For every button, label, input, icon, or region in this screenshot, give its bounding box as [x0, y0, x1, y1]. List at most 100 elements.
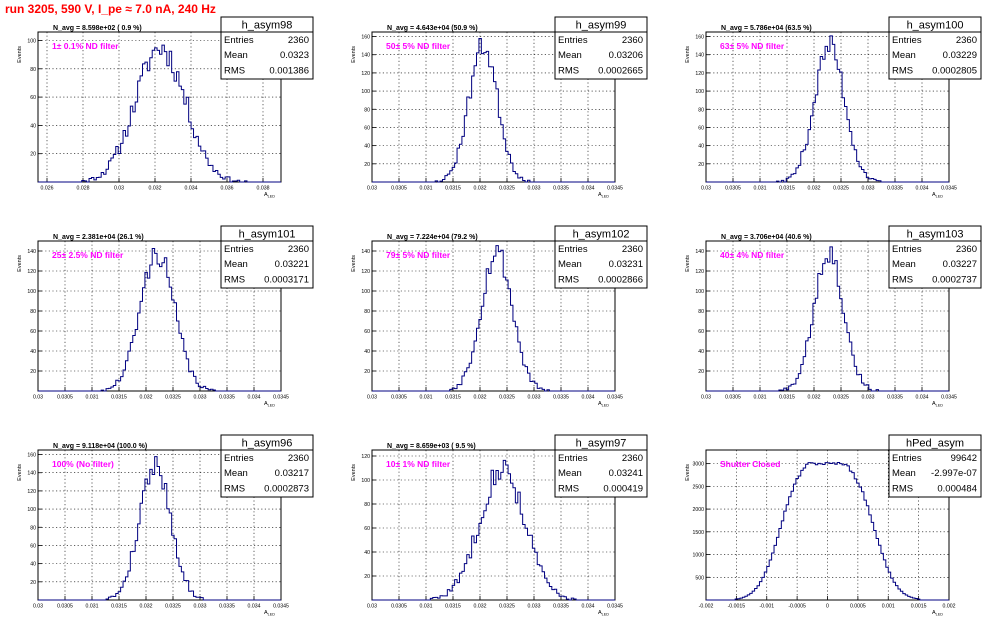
stats-rms-label: RMS: [558, 274, 579, 285]
stats-entries-value: 2360: [622, 453, 643, 464]
navg-label: N_avg = 7.224e+04 (79.2 %): [387, 234, 478, 241]
histogram-panel-h_asym98: 0.026 0.028 0.03 0.032 0.034 0.036 0.038 20 40 60…: [17, 16, 314, 198]
y-tick-label: 60: [698, 329, 704, 335]
x-tick-label: 0.03: [367, 186, 377, 192]
x-tick-label: 0.033: [862, 395, 875, 401]
stats-mean-value: 0.03241: [609, 468, 643, 479]
stats-entries-label: Entries: [892, 244, 922, 255]
x-tick-label: 0.0315: [779, 186, 795, 192]
x-tick-label: -0.001: [759, 604, 774, 610]
x-tick-label: 0.033: [194, 604, 207, 610]
stats-box: h_asym99 Entries 2360 Mean 0.03206 RMS 0.00026…: [554, 16, 648, 80]
x-tick-label: 0.033: [528, 186, 541, 192]
x-tick-label: 0.031: [754, 395, 767, 401]
navg-label: N_avg = 4.643e+04 (50.9 %): [387, 25, 478, 32]
y-tick-label: 20: [30, 580, 36, 586]
histogram-name: h_asym96: [242, 438, 293, 450]
y-axis-label: Events: [17, 464, 23, 481]
run-title: run 3205, 590 V, I_pe ≈ 7.0 nA, 240 Hz: [5, 2, 216, 16]
stats-entries-value: 2360: [622, 35, 643, 46]
y-tick-label: 20: [698, 369, 704, 375]
x-tick-label: 0.032: [808, 395, 821, 401]
y-tick-label: 1000: [692, 553, 704, 559]
x-tick-label: 0.001: [882, 604, 895, 610]
y-tick-label: 140: [695, 249, 704, 255]
x-tick-label: 0.034: [248, 604, 261, 610]
x-tick-label: 0.031: [86, 395, 99, 401]
stats-mean-value: 0.03227: [943, 259, 977, 270]
stats-body-box: [554, 240, 648, 289]
x-tick-label: -0.0005: [788, 604, 806, 610]
x-tick-label: 0.0315: [445, 604, 461, 610]
stats-rms-label: RMS: [892, 65, 913, 76]
stats-rms-value: 0.000419: [603, 483, 643, 494]
x-tick-label: 0.03: [33, 395, 43, 401]
histogram-name: h_asym100: [907, 20, 964, 32]
histogram-panel-h_asym102: 0.03 0.0305 0.031 0.0315 0.032 0.0325 0.033 0.0…: [351, 225, 648, 407]
stats-body-box: [888, 240, 982, 289]
stats-rms-value: 0.0003171: [264, 274, 309, 285]
y-tick-label: 60: [364, 329, 370, 335]
x-axis-label: ALED: [264, 192, 275, 198]
stats-rms-value: 0.001386: [269, 65, 309, 76]
y-tick-label: 120: [27, 269, 36, 275]
x-tick-label: 0.0325: [499, 395, 515, 401]
x-tick-label: 0.034: [582, 395, 595, 401]
x-tick-label: 0.0345: [607, 604, 623, 610]
histogram-line: [706, 246, 949, 392]
x-tick-label: 0.0335: [219, 604, 235, 610]
x-tick-label: 0.034: [582, 186, 595, 192]
stats-entries-value: 99642: [951, 453, 977, 464]
x-tick-label: 0.038: [257, 186, 270, 192]
y-tick-label: 100: [27, 38, 36, 44]
x-tick-label: -0.0015: [728, 604, 746, 610]
y-tick-label: 120: [361, 454, 370, 460]
y-tick-label: 20: [364, 369, 370, 375]
stats-mean-value: 0.03229: [943, 50, 977, 61]
x-axis-label: ALED: [932, 610, 943, 616]
stats-box: h_asym102 Entries 2360 Mean 0.03231 RMS 0.0002…: [554, 225, 648, 289]
stats-body-box: [220, 31, 314, 80]
navg-label: N_avg = 9.118e+04 (100.0 %): [53, 443, 147, 450]
stats-mean-label: Mean: [892, 468, 916, 479]
filter-annotation: Shutter Closed: [720, 459, 780, 469]
x-tick-label: 0.032: [474, 186, 487, 192]
stats-rms-label: RMS: [892, 483, 913, 494]
y-tick-label: 120: [361, 269, 370, 275]
stats-body-box: [888, 449, 982, 498]
x-tick-label: 0.0325: [499, 186, 515, 192]
x-tick-label: 0.0345: [941, 395, 957, 401]
x-tick-label: 0.0335: [553, 604, 569, 610]
x-tick-label: 0.033: [862, 186, 875, 192]
y-axis-label: Events: [685, 464, 691, 481]
x-tick-label: 0.032: [140, 604, 153, 610]
y-tick-label: 1500: [692, 530, 704, 536]
x-tick-label: 0.0335: [887, 395, 903, 401]
stats-body-box: [888, 31, 982, 80]
y-tick-label: 40: [364, 349, 370, 355]
x-axis-label: ALED: [932, 192, 943, 198]
filter-annotation: 79± 5% ND filter: [386, 250, 451, 260]
x-tick-label: 0.034: [185, 186, 198, 192]
filter-annotation: 25± 2.5% ND filter: [52, 250, 124, 260]
filter-annotation: 100% (No filter): [52, 459, 114, 469]
stats-entries-label: Entries: [224, 35, 254, 46]
stats-rms-label: RMS: [224, 65, 245, 76]
y-tick-label: 80: [364, 107, 370, 113]
y-tick-label: 160: [695, 35, 704, 41]
stats-entries-label: Entries: [224, 244, 254, 255]
stats-rms-value: 0.0002737: [932, 274, 977, 285]
x-axis-label: ALED: [264, 610, 275, 616]
stats-rms-label: RMS: [892, 274, 913, 285]
x-tick-label: 0.03: [114, 186, 124, 192]
x-axis-label: ALED: [598, 610, 609, 616]
stats-box: h_asym98 Entries 2360 Mean 0.0323 RMS 0.001386: [220, 16, 314, 80]
histogram-line: [706, 461, 949, 601]
histogram-line: [372, 37, 615, 183]
filter-annotation: 10± 1% ND filter: [386, 459, 451, 469]
stats-mean-value: 0.03206: [609, 50, 643, 61]
y-tick-label: 40: [698, 144, 704, 150]
y-tick-label: 2000: [692, 507, 704, 513]
y-tick-label: 80: [698, 107, 704, 113]
histogram-line: [372, 245, 615, 392]
